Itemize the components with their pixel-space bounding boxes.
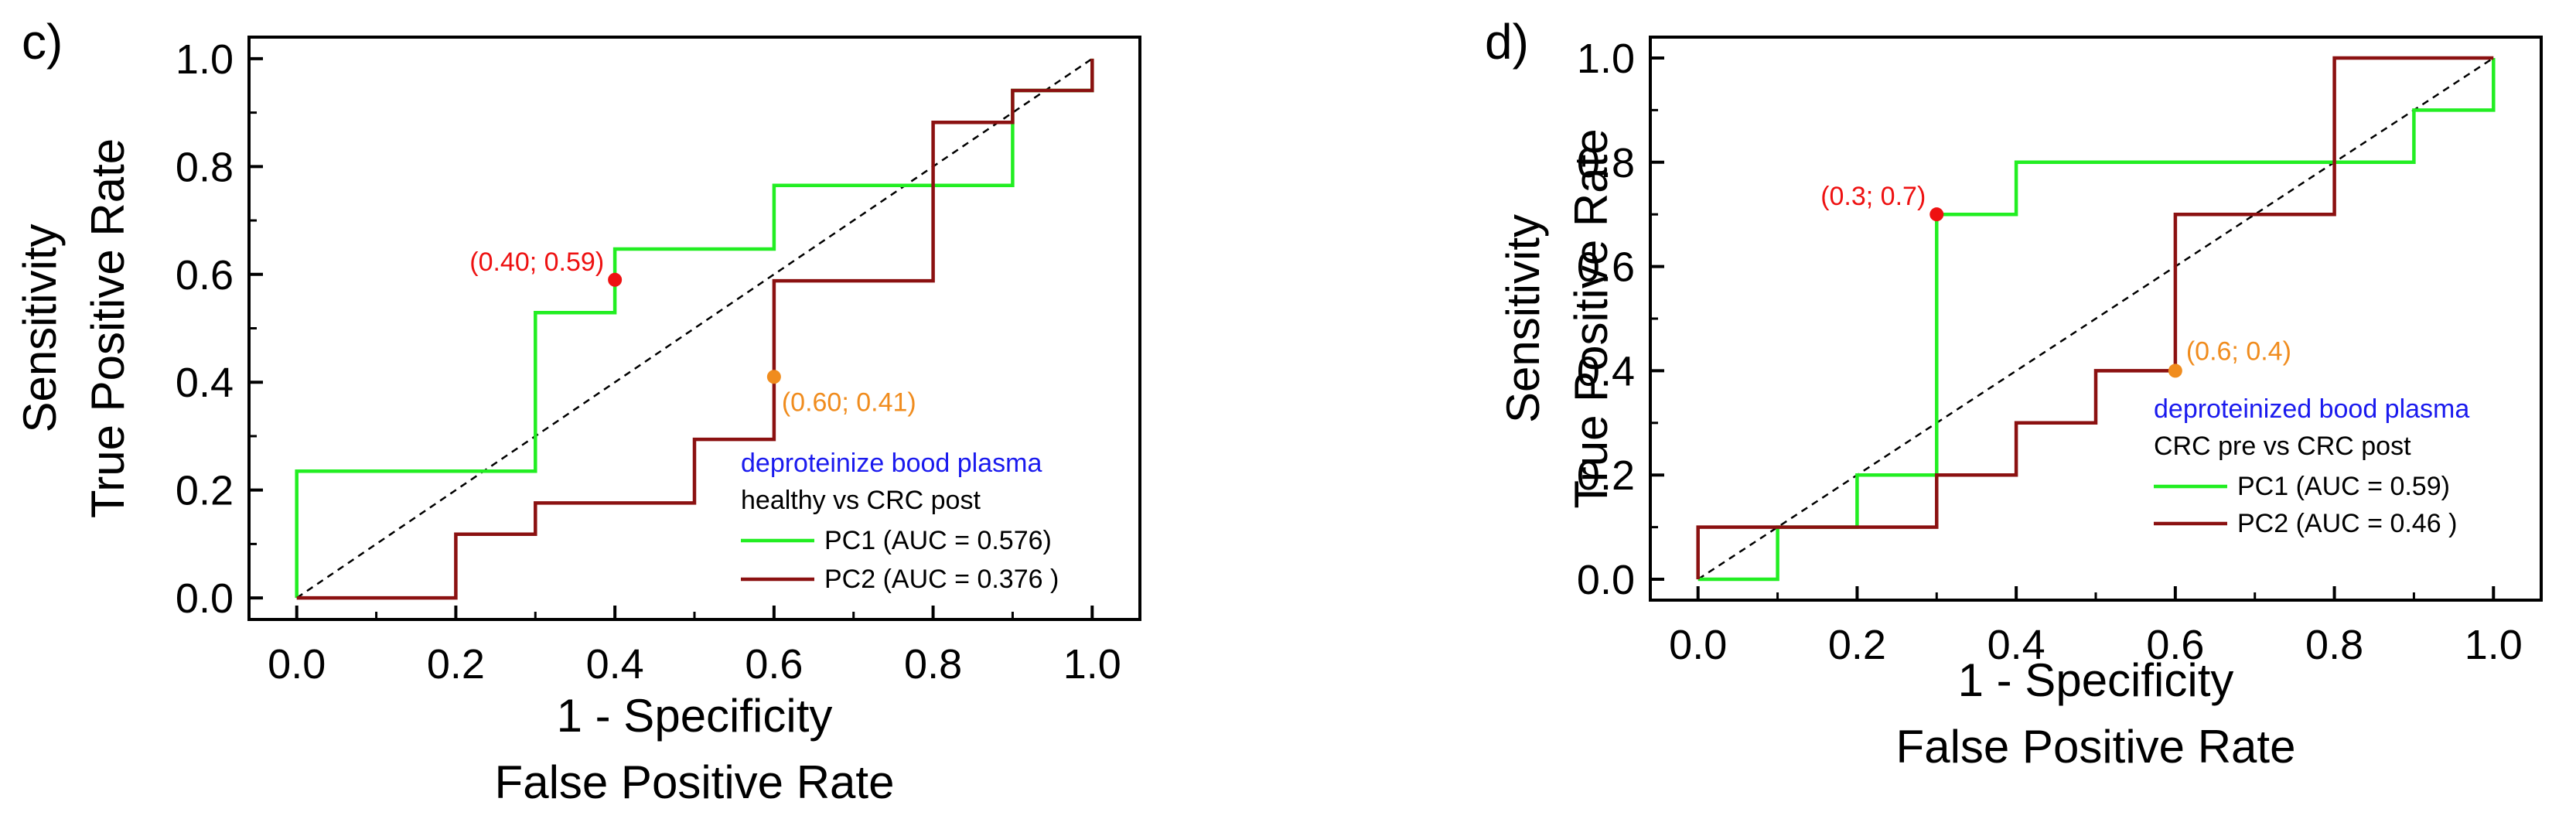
x-tick-label: 0.2	[1828, 622, 1886, 668]
legend-subtitle: CRC pre vs CRC post	[2154, 432, 2411, 461]
cutoff-point	[766, 370, 781, 384]
y-tick-label: 0.8	[176, 144, 234, 190]
roc-line-pc2	[296, 58, 1094, 600]
x-tick-label: 0.4	[1987, 622, 2045, 668]
panel-label: c)	[22, 14, 63, 70]
diagonal-reference-line	[1697, 56, 2494, 581]
y-tick-label: 0.4	[176, 360, 234, 406]
cutoff-point-label: (0.3; 0.7)	[1820, 182, 1926, 211]
y-axis-label: Sensitivity	[14, 224, 66, 432]
panel-c: c) 0.0 0.2 0.4 0.6 0.8 1.0 0.0 0.2 0.4 0.6 0.8 1.0 1 …	[14, 14, 1141, 808]
y-tick-label: 1.0	[176, 36, 234, 83]
x-tick-label: 0.2	[427, 641, 485, 688]
x-axis-label: 1 - Specificity	[557, 690, 833, 742]
y-tick-label: 0.0	[176, 575, 234, 622]
x-axis-label-2: False Positive Rate	[495, 756, 895, 808]
y-tick-label: 0.6	[1577, 244, 1635, 291]
panel-label: d)	[1485, 14, 1529, 70]
cutoff-point	[2168, 363, 2182, 378]
x-tick-label: 1.0	[2465, 622, 2523, 668]
y-tick-label: 0.2	[176, 468, 234, 514]
legend-title: deproteinized bood plasma	[2154, 394, 2469, 424]
legend-entry: PC1 (AUC = 0.576)	[824, 526, 1052, 555]
x-tick-label: 0.0	[1669, 622, 1727, 668]
roc-line-pc2	[1696, 56, 2494, 579]
y-axis-label-2: True Positive Rate	[1565, 128, 1617, 508]
y-tick-label: 0.6	[176, 252, 234, 299]
y-tick-label: 0.4	[1577, 348, 1635, 394]
cutoff-point	[1929, 207, 1944, 222]
x-axis-label-2: False Positive Rate	[1896, 721, 2296, 773]
legend-entry: PC1 (AUC = 0.59)	[2237, 472, 2450, 501]
x-tick-label: 0.8	[2305, 622, 2363, 668]
y-tick-label: 0.8	[1577, 140, 1635, 186]
y-axis-label: Sensitivity	[1497, 214, 1549, 423]
y-tick-label: 0.0	[1577, 557, 1635, 603]
legend-entry: PC2 (AUC = 0.46 )	[2237, 509, 2457, 538]
cutoff-point-label: (0.40; 0.59)	[469, 247, 604, 277]
panel-d: d) 0.0 0.2 0.4 0.6 0.8 1.0 0.0 0.2 0.4 0.6 0.8 1.0 1 …	[1485, 14, 2543, 773]
x-tick-label: 1.0	[1063, 641, 1121, 688]
legend-subtitle: healthy vs CRC post	[741, 486, 981, 515]
cutoff-point-label: (0.60; 0.41)	[782, 387, 916, 417]
cutoff-point-label: (0.6; 0.4)	[2186, 336, 2291, 366]
x-tick-label: 0.6	[745, 641, 803, 688]
legend-entry: PC2 (AUC = 0.376 )	[824, 565, 1059, 594]
x-tick-label: 0.4	[586, 641, 644, 688]
legend-title: deproteinize bood plasma	[741, 449, 1042, 478]
x-axis-label: 1 - Specificity	[1958, 654, 2234, 706]
x-tick-label: 0.6	[2146, 622, 2204, 668]
cutoff-point	[608, 272, 623, 287]
x-tick-label: 0.8	[904, 641, 962, 688]
y-axis-label-2: True Positive Rate	[82, 138, 134, 518]
y-tick-label: 1.0	[1577, 36, 1635, 82]
diagonal-reference-line	[296, 57, 1093, 599]
y-tick-label: 0.2	[1577, 452, 1635, 499]
x-tick-label: 0.0	[268, 641, 326, 688]
